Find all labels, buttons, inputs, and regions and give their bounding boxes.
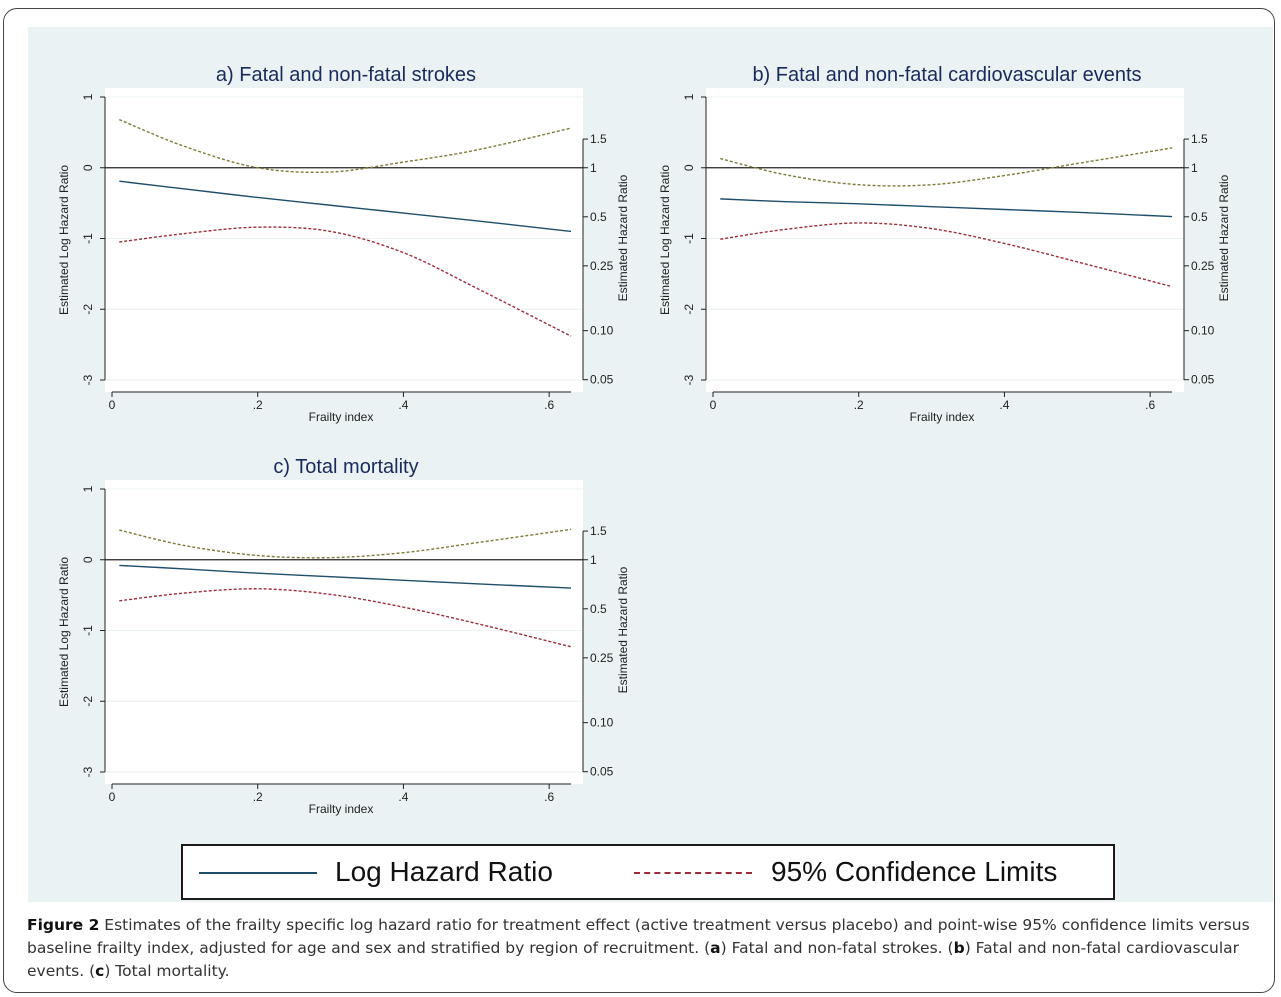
caption-text-3: ) Fatal and non-fatal cardiovascular eve… <box>27 939 1240 980</box>
y-tick-label-left: 0 <box>682 164 696 171</box>
y-tick-label-right: 1 <box>590 161 597 175</box>
y-tick-label-right: 0.05 <box>590 373 614 387</box>
series-lower-ci-line <box>119 226 572 337</box>
x-tick-label: .2 <box>253 790 263 804</box>
y-tick-label-left: -3 <box>81 766 95 777</box>
x-axis-label: Frailty index <box>309 802 374 816</box>
x-tick-label: 0 <box>109 398 116 412</box>
figure-frame <box>3 8 1275 993</box>
series-log-hr-line <box>119 564 572 589</box>
y-tick-label-left: -3 <box>682 374 696 385</box>
series-lower-ci-line <box>720 222 1173 288</box>
x-tick-label: .6 <box>544 398 554 412</box>
y-tick-label-right: 1.5 <box>590 132 607 146</box>
series-lower-ci-line <box>119 588 572 648</box>
y-tick-label-right: 0.25 <box>590 259 614 273</box>
legend: Log Hazard Ratio 95% Confidence Limits <box>181 844 1115 900</box>
caption-panel-a: a <box>710 939 721 957</box>
chart-panel-a: a) Fatal and non-fatal strokes -3 -2 -1 0 1 Es… <box>57 64 630 424</box>
y-tick-label-left: 0 <box>81 556 95 563</box>
legend-ci-line-sample <box>634 872 752 874</box>
y-axis-label-left: Estimated Log Hazard Ratio <box>658 165 672 315</box>
chart-panel-c: c) Total mortality -3 -2 -1 0 1 Estimated Log … <box>57 456 630 816</box>
y-tick-label-right: 0.25 <box>590 651 614 665</box>
x-tick-label: .2 <box>854 398 864 412</box>
y-tick-label-right: 1 <box>590 553 597 567</box>
series-upper-ci-line <box>119 118 572 174</box>
y-tick-label-left: -1 <box>81 233 95 244</box>
y-tick-label-right: 0.05 <box>590 765 614 779</box>
y-tick-label-left: -2 <box>81 696 95 707</box>
x-tick-label: .4 <box>398 398 408 412</box>
series-log-hr-line <box>720 198 1173 218</box>
legend-log-hr-line-sample <box>199 872 317 874</box>
y-axis-label-right: Estimated Hazard Ratio <box>616 174 630 301</box>
chart-panel-b: b) Fatal and non-fatal cardiovascular ev… <box>658 64 1231 424</box>
series-upper-ci-line <box>119 528 572 559</box>
y-tick-label-right: 0.10 <box>1191 324 1215 338</box>
y-tick-label-left: -1 <box>81 625 95 636</box>
y-tick-label-left: -1 <box>682 233 696 244</box>
x-tick-label: .4 <box>398 790 408 804</box>
plot-area <box>706 88 1184 392</box>
y-tick-label-right: 0.5 <box>1191 210 1208 224</box>
y-tick-label-right: 0.5 <box>590 210 607 224</box>
y-tick-label-left: -3 <box>81 374 95 385</box>
y-tick-label-right: 1.5 <box>590 524 607 538</box>
y-axis-label-left: Estimated Log Hazard Ratio <box>57 557 71 707</box>
y-tick-label-right: 0.5 <box>590 602 607 616</box>
y-tick-label-right: 0.05 <box>1191 373 1215 387</box>
chart-title: c) Total mortality <box>273 456 418 478</box>
x-tick-label: .6 <box>544 790 554 804</box>
x-tick-label: .4 <box>999 398 1009 412</box>
figure-caption: Figure 2 Estimates of the frailty specif… <box>27 914 1255 983</box>
y-tick-label-right: 0.10 <box>590 324 614 338</box>
chart-title: a) Fatal and non-fatal strokes <box>216 64 476 86</box>
y-tick-label-right: 0.25 <box>1191 259 1215 273</box>
y-tick-label-right: 0.10 <box>590 716 614 730</box>
legend-ci-label: 95% Confidence Limits <box>771 856 1058 887</box>
caption-text-2: ) Fatal and non-fatal strokes. ( <box>720 939 954 957</box>
y-tick-label-right: 1 <box>1191 161 1198 175</box>
x-tick-label: .2 <box>253 398 263 412</box>
y-tick-label-left: 0 <box>81 164 95 171</box>
y-axis-label-right: Estimated Hazard Ratio <box>616 566 630 693</box>
caption-text-1: Estimates of the frailty specific log ha… <box>27 916 1250 957</box>
plot-area <box>105 480 583 784</box>
y-tick-label-left: 1 <box>682 93 696 100</box>
x-tick-label: 0 <box>710 398 717 412</box>
y-axis-label-right: Estimated Hazard Ratio <box>1217 174 1231 301</box>
legend-log-hr-label: Log Hazard Ratio <box>335 856 553 887</box>
y-tick-label-left: -2 <box>81 304 95 315</box>
plot-area <box>105 88 583 392</box>
x-tick-label: 0 <box>109 790 116 804</box>
y-tick-label-left: 1 <box>81 485 95 492</box>
caption-panel-c: c <box>95 962 105 980</box>
series-log-hr-line <box>119 180 572 233</box>
caption-figure-label: Figure 2 <box>27 916 100 934</box>
caption-text-4: ) Total mortality. <box>104 962 230 980</box>
y-axis-label-left: Estimated Log Hazard Ratio <box>57 165 71 315</box>
x-axis-label: Frailty index <box>309 410 374 424</box>
y-tick-label-left: 1 <box>81 93 95 100</box>
x-axis-label: Frailty index <box>910 410 975 424</box>
x-tick-label: .6 <box>1145 398 1155 412</box>
y-tick-label-right: 1.5 <box>1191 132 1208 146</box>
series-upper-ci-line <box>720 147 1173 187</box>
caption-panel-b: b <box>953 939 965 957</box>
chart-title: b) Fatal and non-fatal cardiovascular ev… <box>752 64 1141 86</box>
y-tick-label-left: -2 <box>682 304 696 315</box>
